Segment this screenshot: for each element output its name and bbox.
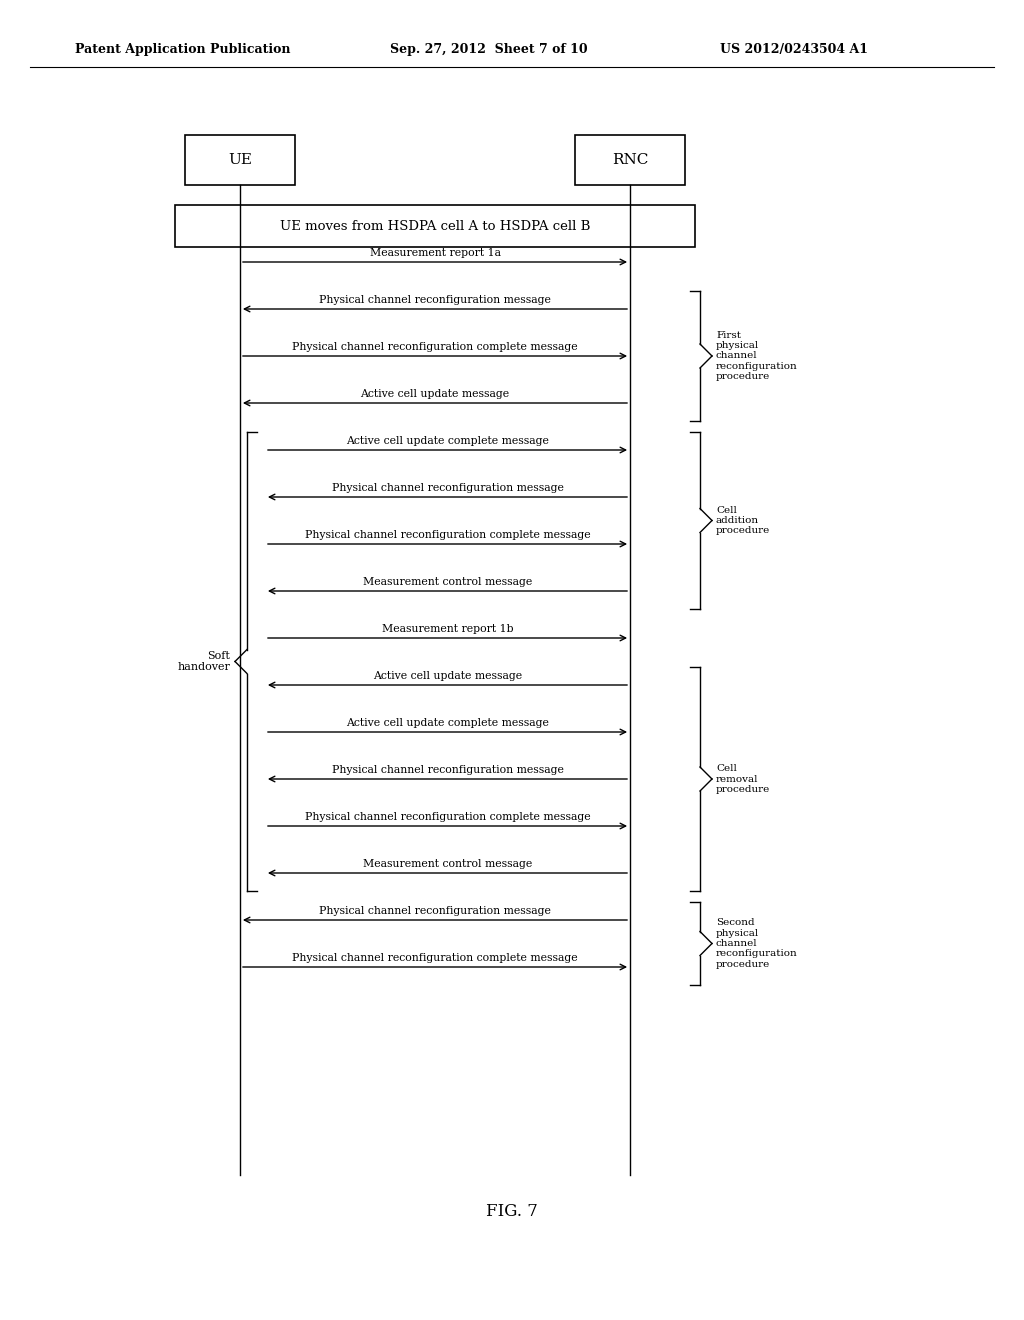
Text: Physical channel reconfiguration message: Physical channel reconfiguration message bbox=[319, 294, 551, 305]
Text: UE moves from HSDPA cell A to HSDPA cell B: UE moves from HSDPA cell A to HSDPA cell… bbox=[280, 219, 590, 232]
Text: Measurement report 1b: Measurement report 1b bbox=[382, 624, 513, 634]
Text: First
physical
channel
reconfiguration
procedure: First physical channel reconfiguration p… bbox=[716, 331, 798, 381]
Text: Cell
addition
procedure: Cell addition procedure bbox=[716, 506, 770, 536]
Text: Physical channel reconfiguration complete message: Physical channel reconfiguration complet… bbox=[305, 812, 590, 822]
Text: FIG. 7: FIG. 7 bbox=[486, 1204, 538, 1221]
Bar bbox=[185, 135, 295, 185]
Text: Sep. 27, 2012  Sheet 7 of 10: Sep. 27, 2012 Sheet 7 of 10 bbox=[390, 44, 588, 57]
Text: Patent Application Publication: Patent Application Publication bbox=[75, 44, 291, 57]
Text: Second
physical
channel
reconfiguration
procedure: Second physical channel reconfiguration … bbox=[716, 919, 798, 969]
Text: Active cell update message: Active cell update message bbox=[360, 389, 510, 399]
Text: US 2012/0243504 A1: US 2012/0243504 A1 bbox=[720, 44, 868, 57]
Text: Measurement control message: Measurement control message bbox=[362, 859, 532, 869]
Text: Physical channel reconfiguration message: Physical channel reconfiguration message bbox=[332, 766, 563, 775]
Text: Physical channel reconfiguration message: Physical channel reconfiguration message bbox=[332, 483, 563, 492]
Text: Measurement report 1a: Measurement report 1a bbox=[370, 248, 501, 257]
Text: Active cell update complete message: Active cell update complete message bbox=[346, 718, 549, 729]
Bar bbox=[575, 135, 685, 185]
Text: Cell
removal
procedure: Cell removal procedure bbox=[716, 764, 770, 793]
Text: UE: UE bbox=[228, 153, 252, 168]
Text: Active cell update message: Active cell update message bbox=[373, 671, 522, 681]
Text: RNC: RNC bbox=[611, 153, 648, 168]
Text: Physical channel reconfiguration complete message: Physical channel reconfiguration complet… bbox=[305, 531, 590, 540]
Text: Active cell update complete message: Active cell update complete message bbox=[346, 436, 549, 446]
Text: Physical channel reconfiguration message: Physical channel reconfiguration message bbox=[319, 906, 551, 916]
Text: Physical channel reconfiguration complete message: Physical channel reconfiguration complet… bbox=[292, 342, 578, 352]
Text: Physical channel reconfiguration complete message: Physical channel reconfiguration complet… bbox=[292, 953, 578, 964]
Text: Soft
handover: Soft handover bbox=[177, 651, 230, 672]
Bar bbox=[175, 205, 695, 247]
Text: Measurement control message: Measurement control message bbox=[362, 577, 532, 587]
